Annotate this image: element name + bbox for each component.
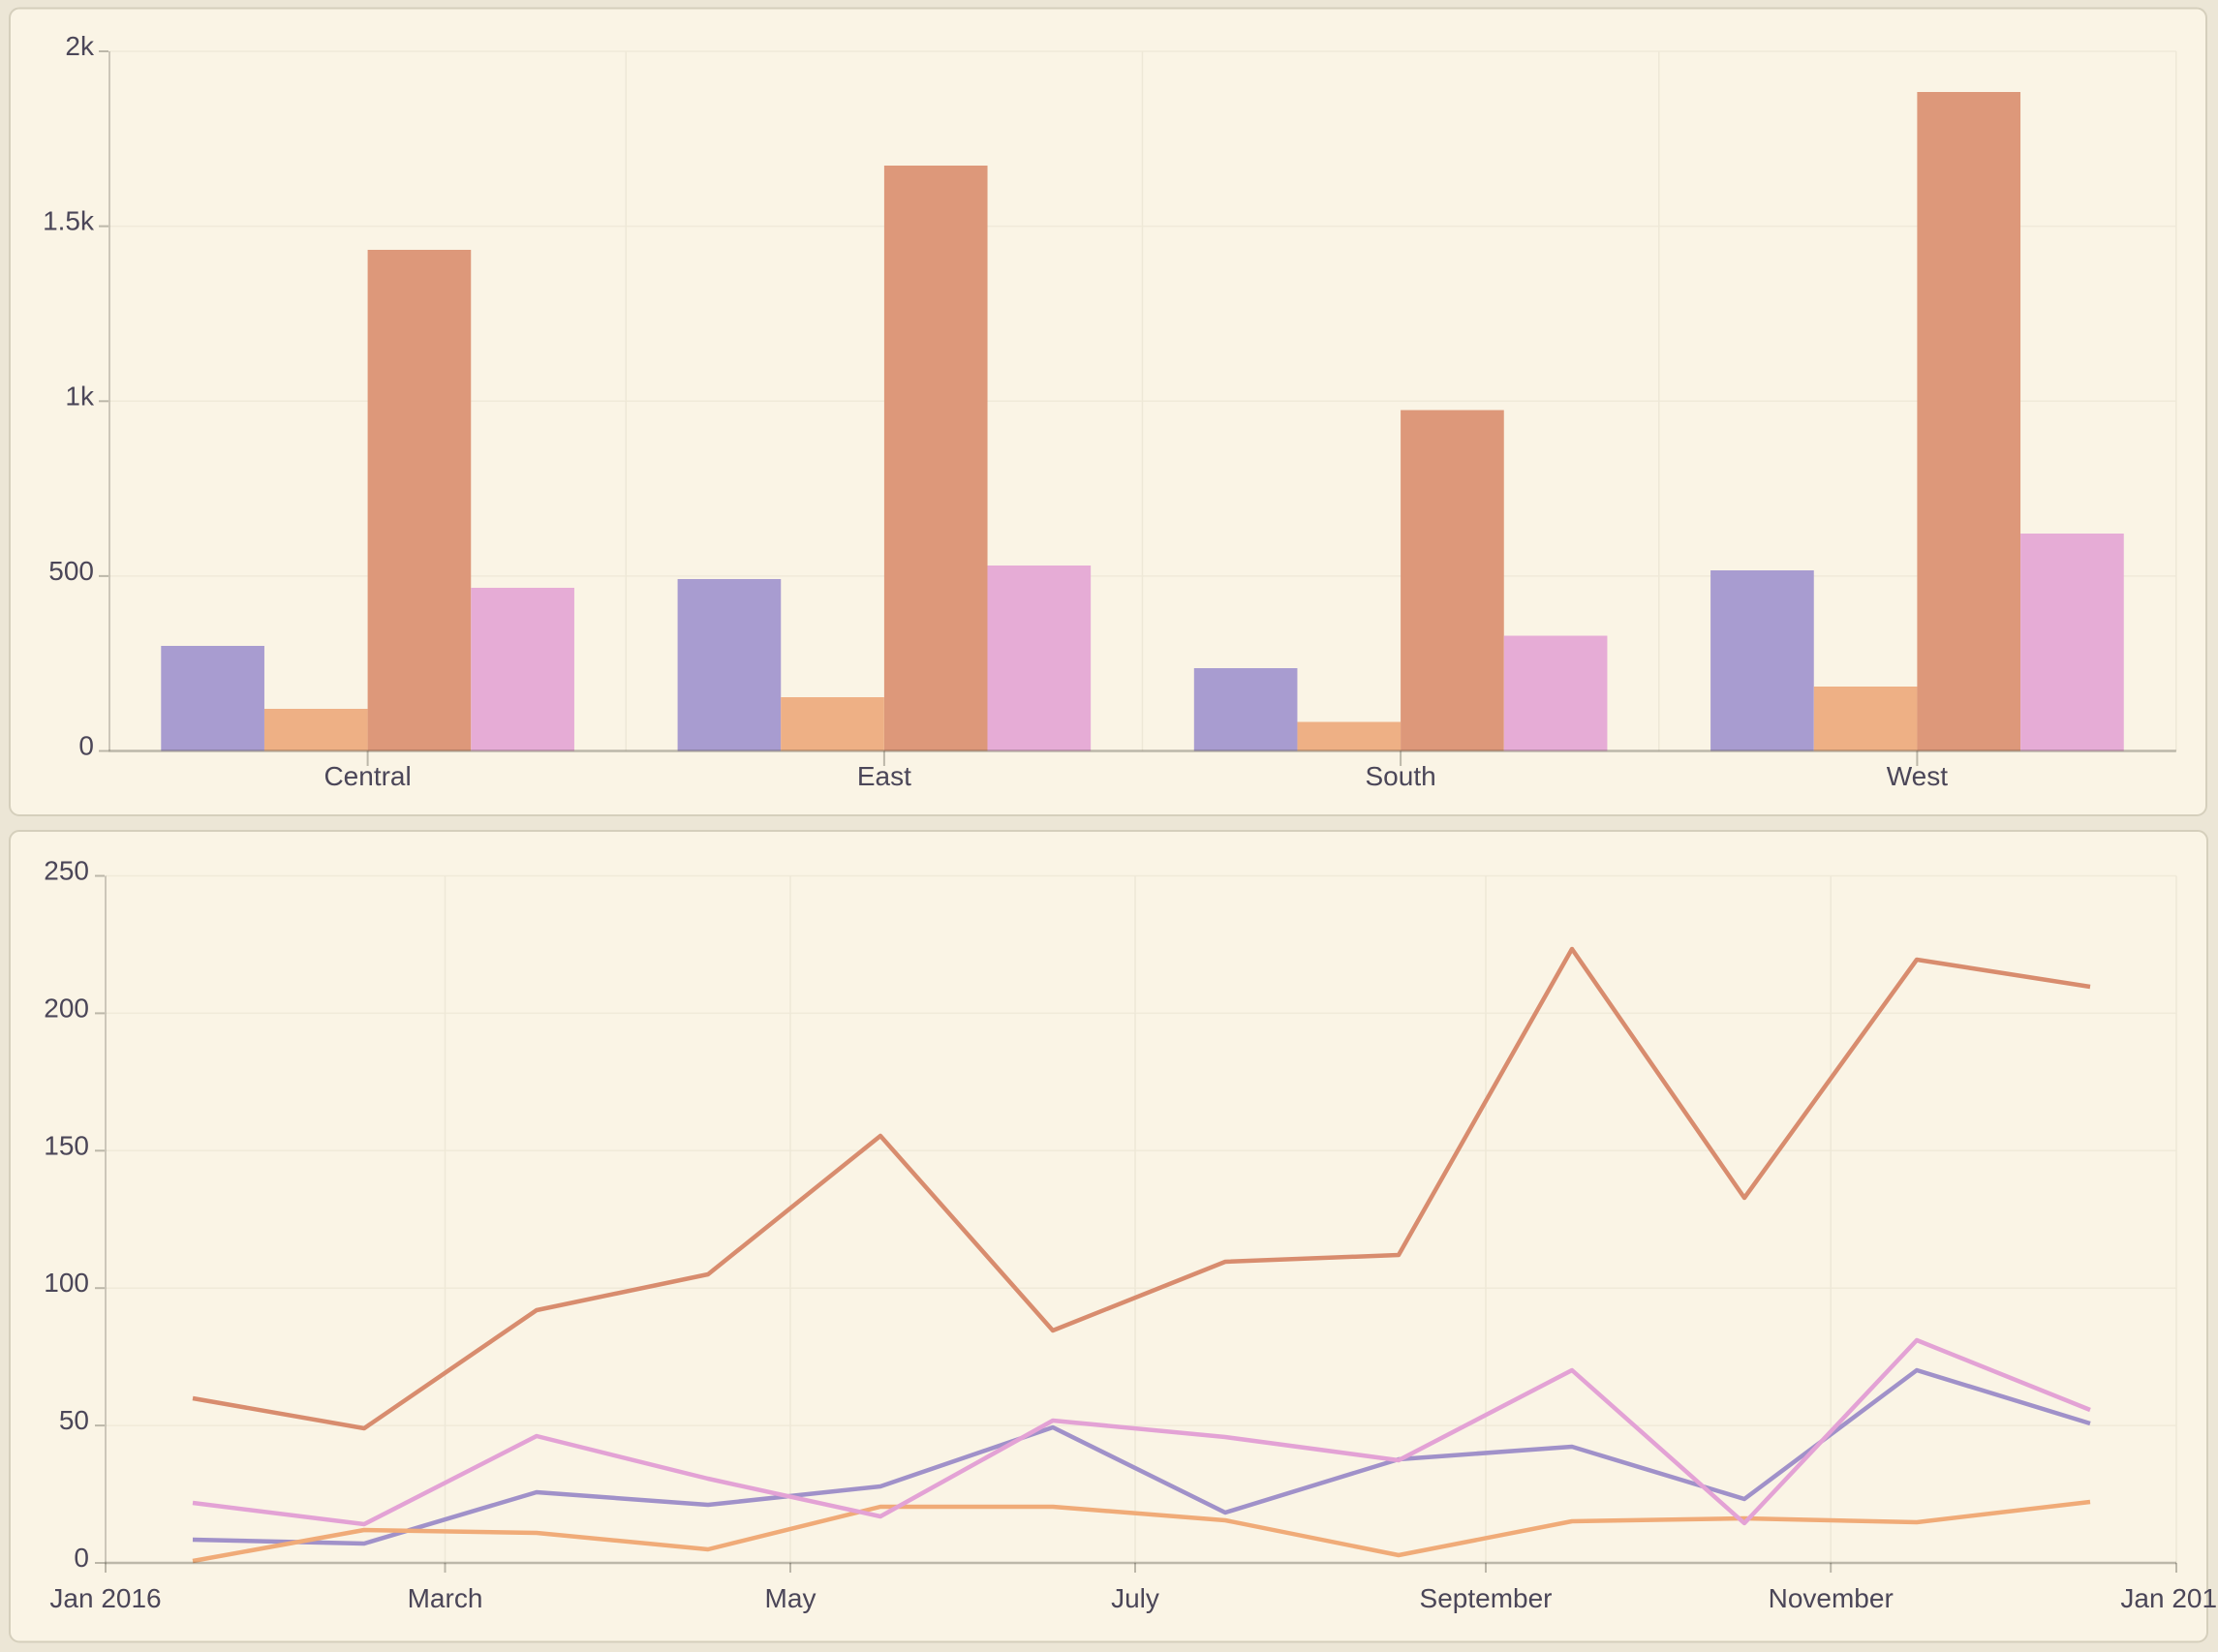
svg-text:Jan 2016: Jan 2016 bbox=[49, 1583, 161, 1613]
svg-text:West: West bbox=[1887, 761, 1948, 791]
svg-text:250: 250 bbox=[44, 856, 89, 886]
svg-text:100: 100 bbox=[44, 1268, 89, 1298]
svg-text:South: South bbox=[1366, 761, 1436, 791]
svg-text:1.5k: 1.5k bbox=[43, 206, 95, 236]
svg-text:Central: Central bbox=[323, 761, 411, 791]
svg-text:May: May bbox=[765, 1583, 816, 1613]
svg-text:500: 500 bbox=[48, 556, 94, 586]
svg-text:July: July bbox=[1111, 1583, 1159, 1613]
svg-text:November: November bbox=[1769, 1583, 1894, 1613]
svg-text:200: 200 bbox=[44, 993, 89, 1023]
svg-text:0: 0 bbox=[74, 1543, 89, 1573]
svg-text:50: 50 bbox=[59, 1405, 89, 1435]
svg-text:March: March bbox=[408, 1583, 483, 1613]
svg-text:2k: 2k bbox=[65, 31, 95, 61]
svg-text:Jan 2017: Jan 2017 bbox=[2120, 1583, 2218, 1613]
svg-text:September: September bbox=[1420, 1583, 1553, 1613]
svg-text:150: 150 bbox=[44, 1130, 89, 1160]
svg-text:0: 0 bbox=[78, 731, 94, 761]
svg-text:East: East bbox=[857, 761, 911, 791]
svg-text:1k: 1k bbox=[65, 381, 95, 411]
